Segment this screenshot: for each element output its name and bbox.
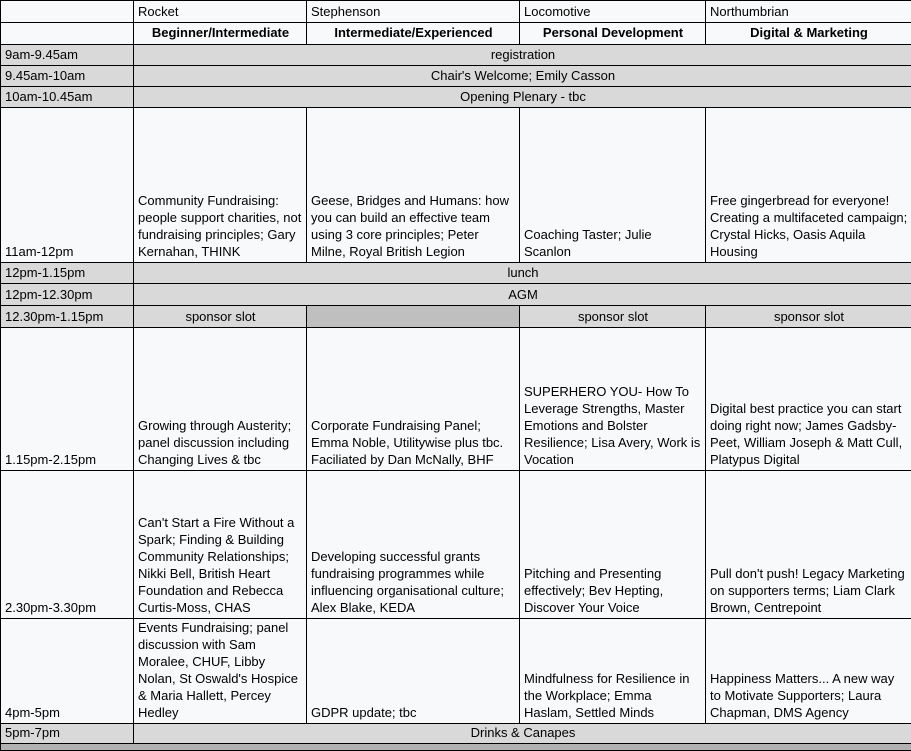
span-cell-chairs-welcome: Chair's Welcome; Emily Casson: [134, 66, 911, 87]
corner-cell-2: [1, 23, 134, 45]
sponsor-slot-locomotive: sponsor slot: [520, 306, 706, 328]
track-header-stephenson: Intermediate/Experienced: [307, 23, 520, 45]
schedule-row: 9am-9.45am registration: [1, 45, 911, 66]
time-cell: 12.30pm-1.15pm: [1, 306, 134, 328]
session-cell-northumbrian-230pm: Pull don't push! Legacy Marketing on sup…: [706, 471, 911, 619]
session-cell-locomotive-11am: Coaching Taster; Julie Scanlon: [520, 108, 706, 263]
sponsor-row: 12.30pm-1.15pm sponsor slot sponsor slot…: [1, 306, 911, 328]
session-cell-stephenson-230pm: Developing successful grants fundraising…: [307, 471, 520, 619]
schedule-row: 12pm-1.15pm lunch: [1, 263, 911, 284]
span-cell-drinks-canapes: Drinks & Canapes: [134, 724, 911, 744]
session-cell-northumbrian-4pm: Happiness Matters... A new way to Motiva…: [706, 619, 911, 724]
time-cell: 9am-9.45am: [1, 45, 134, 66]
session-cell-rocket-115pm: Growing through Austerity; panel discuss…: [134, 328, 307, 471]
schedule-row: 2.30pm-3.30pm Can't Start a Fire Without…: [1, 471, 911, 619]
span-cell-lunch: lunch: [134, 263, 911, 284]
schedule-row: 5pm-7pm Drinks & Canapes: [1, 724, 911, 744]
time-cell: 9.45am-10am: [1, 66, 134, 87]
track-header-row: Beginner/Intermediate Intermediate/Exper…: [1, 23, 911, 45]
room-header-northumbrian: Northumbrian: [706, 1, 911, 23]
sponsor-slot-northumbrian: sponsor slot: [706, 306, 911, 328]
schedule-row: 11am-12pm Community Fundraising: people …: [1, 108, 911, 263]
corner-cell: [1, 1, 134, 23]
time-cell: 12pm-12.30pm: [1, 284, 134, 306]
bottom-strip-row: [1, 744, 911, 751]
time-cell: 4pm-5pm: [1, 619, 134, 724]
session-cell-northumbrian-11am: Free gingerbread for everyone! Creating …: [706, 108, 911, 263]
time-cell: 10am-10.45am: [1, 87, 134, 108]
time-cell: 11am-12pm: [1, 108, 134, 263]
span-cell-registration: registration: [134, 45, 911, 66]
schedule-row: 9.45am-10am Chair's Welcome; Emily Casso…: [1, 66, 911, 87]
span-cell-agm: AGM: [134, 284, 911, 306]
room-header-stephenson: Stephenson: [307, 1, 520, 23]
session-cell-rocket-11am: Community Fundraising: people support ch…: [134, 108, 307, 263]
time-cell: 5pm-7pm: [1, 724, 134, 744]
session-cell-stephenson-4pm: GDPR update; tbc: [307, 619, 520, 724]
session-cell-stephenson-115pm: Corporate Fundraising Panel; Emma Noble,…: [307, 328, 520, 471]
schedule-row: 1.15pm-2.15pm Growing through Austerity;…: [1, 328, 911, 471]
session-cell-locomotive-4pm: Mindfulness for Resilience in the Workpl…: [520, 619, 706, 724]
span-cell-opening-plenary: Opening Plenary - tbc: [134, 87, 911, 108]
track-header-locomotive: Personal Development: [520, 23, 706, 45]
track-header-rocket: Beginner/Intermediate: [134, 23, 307, 45]
schedule-row: 4pm-5pm Events Fundraising; panel discus…: [1, 619, 911, 724]
room-header-rocket: Rocket: [134, 1, 307, 23]
sponsor-slot-rocket: sponsor slot: [134, 306, 307, 328]
session-cell-northumbrian-115pm: Digital best practice you can start doin…: [706, 328, 911, 471]
session-cell-rocket-4pm: Events Fundraising; panel discussion wit…: [134, 619, 307, 724]
room-header-row: Rocket Stephenson Locomotive Northumbria…: [1, 1, 911, 23]
bottom-strip: [1, 744, 911, 751]
sponsor-slot-stephenson-empty: [307, 306, 520, 328]
session-cell-locomotive-115pm: SUPERHERO YOU- How To Leverage Strengths…: [520, 328, 706, 471]
time-cell: 12pm-1.15pm: [1, 263, 134, 284]
session-cell-rocket-230pm: Can't Start a Fire Without a Spark; Find…: [134, 471, 307, 619]
track-header-northumbrian: Digital & Marketing: [706, 23, 911, 45]
schedule-row: 10am-10.45am Opening Plenary - tbc: [1, 87, 911, 108]
session-cell-stephenson-11am: Geese, Bridges and Humans: how you can b…: [307, 108, 520, 263]
room-header-locomotive: Locomotive: [520, 1, 706, 23]
time-cell: 2.30pm-3.30pm: [1, 471, 134, 619]
time-cell: 1.15pm-2.15pm: [1, 328, 134, 471]
schedule-row: 12pm-12.30pm AGM: [1, 284, 911, 306]
session-cell-locomotive-230pm: Pitching and Presenting effectively; Bev…: [520, 471, 706, 619]
